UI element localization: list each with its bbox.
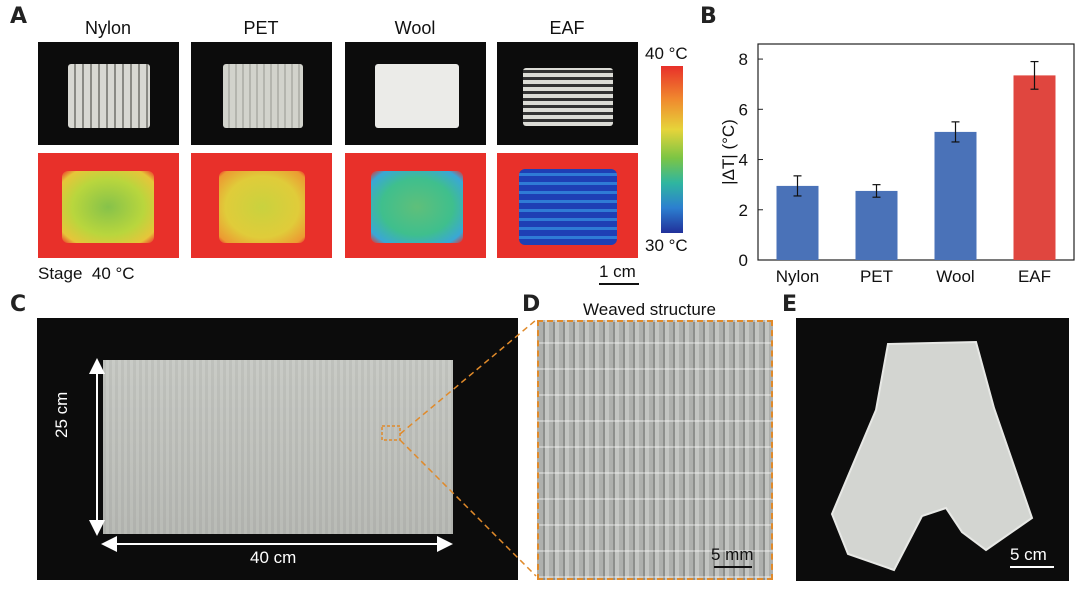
nylon-fabric [68,64,150,128]
y-tick-label: 4 [739,151,748,170]
shorts-garment [830,340,1034,572]
zoom-guide-lines [400,319,537,577]
y-tick-label: 6 [739,100,748,119]
pet-fabric [223,64,303,128]
y-tick-label: 2 [739,201,748,220]
thermal-nylon-sample [38,153,179,258]
panel-a-scale-label: 1 cm [599,262,636,281]
column-label-eaf: EAF [549,18,585,38]
bar-eaf [1013,75,1056,260]
panel-a-scale-bar [599,283,639,285]
eaf-fabric [523,68,613,126]
photo-wool-sample [345,42,486,145]
y-tick-label: 8 [739,50,748,69]
zoom-region-box [381,425,401,441]
weave-closeup-photo [537,320,773,580]
panel-label-a: A [10,4,28,29]
bar-chart-delta-t: 0 2 4 6 8 Nylon PET Wool EAF |ΔT| (°C) [719,43,1075,286]
temperature-colorbar [661,66,683,233]
stage-temperature-label: Stage 40 °C [38,264,135,283]
colorbar-max-label: 40 °C [645,44,688,63]
x-tick-label: Wool [936,267,974,286]
eaf-thermal-spot [519,169,617,245]
wool-thermal-spot [371,171,463,243]
panel-e-scale-label: 5 cm [1010,545,1047,564]
panel-e-scale-bar [1010,566,1054,568]
wool-fabric [375,64,459,128]
column-label-nylon: Nylon [84,18,132,38]
column-label-wool: Wool [394,18,436,38]
y-axis-label: |ΔT| (°C) [719,119,738,185]
large-fabric-sheet [103,360,453,534]
photo-nylon-sample [38,42,179,145]
x-tick-label: EAF [1018,267,1051,286]
panel-d-scale-label: 5 mm [711,545,754,564]
width-label: 40 cm [250,548,297,567]
bar-wool [934,131,977,260]
thermal-eaf-sample [497,153,638,258]
bar-pet [855,190,898,260]
column-label-pet: PET [243,18,279,38]
panel-d-scale-bar [714,566,752,568]
panel-c-dimension-arrows [89,358,453,552]
y-tick-label: 0 [739,251,748,270]
bar-nylon [776,185,819,260]
plot-frame [757,43,1075,261]
pet-thermal-spot [219,171,305,243]
panel-label-c: C [10,292,27,317]
thermal-pet-sample [191,153,332,258]
panel-label-e: E [782,292,798,317]
photo-eaf-sample [497,42,638,145]
photo-pet-sample [191,42,332,145]
colorbar-min-label: 30 °C [645,236,688,255]
nylon-thermal-spot [62,171,154,243]
x-tick-label: PET [860,267,893,286]
weaved-structure-title: Weaved structure [583,300,716,319]
height-label: 25 cm [52,391,71,438]
x-tick-label: Nylon [776,267,819,286]
shorts-photo [796,318,1069,581]
panel-label-d: D [522,292,541,317]
panel-label-b: B [700,4,717,29]
thermal-wool-sample [345,153,486,258]
